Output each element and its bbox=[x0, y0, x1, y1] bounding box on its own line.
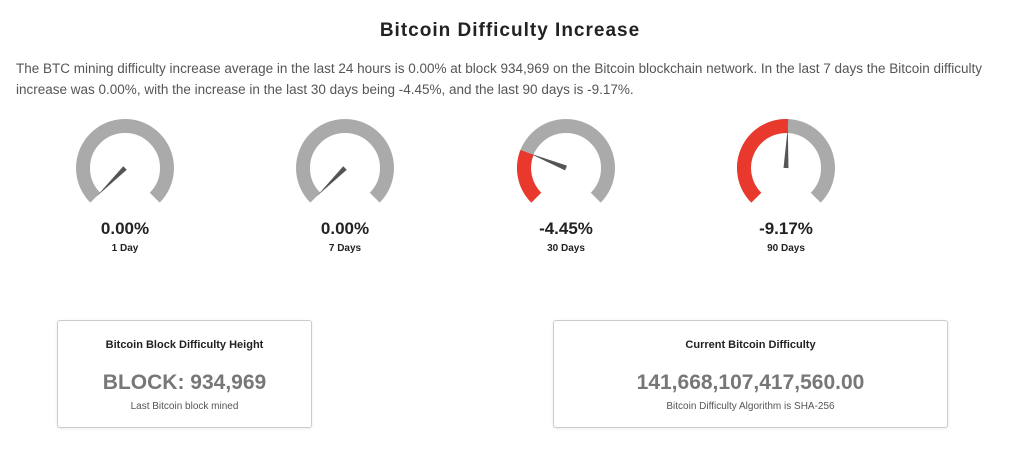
card-value: BLOCK: 934,969 bbox=[102, 371, 267, 394]
card-value: 141,668,107,417,560.00 bbox=[636, 371, 865, 394]
card-title: Bitcoin Block Difficulty Height bbox=[105, 339, 264, 351]
title: Bitcoin Difficulty Increase bbox=[379, 20, 641, 41]
card: Current Bitcoin Difficulty 141,668,107,4… bbox=[553, 320, 948, 428]
gauge-needle bbox=[316, 166, 347, 197]
gauge-period: 30 Days bbox=[547, 243, 585, 254]
gauge-value: 0.00% bbox=[101, 219, 149, 238]
gauge-value: 0.00% bbox=[321, 219, 369, 238]
gauge-fill bbox=[517, 149, 542, 203]
gauge-needle bbox=[528, 153, 567, 171]
gauge-period: 1 Day bbox=[112, 243, 139, 254]
gauge-track bbox=[296, 119, 394, 203]
gauge-value: -9.17% bbox=[759, 219, 813, 238]
gauge-period: 7 Days bbox=[329, 243, 362, 254]
gauge-fill bbox=[737, 119, 789, 203]
card: Bitcoin Block Difficulty Height BLOCK: 9… bbox=[57, 320, 312, 428]
gauge-track bbox=[517, 119, 615, 203]
gauge-needle bbox=[783, 128, 789, 169]
card-caption: Bitcoin Difficulty Algorithm is SHA-256 bbox=[666, 401, 835, 412]
gauge-period: 90 Days bbox=[767, 243, 805, 254]
intro: The BTC mining difficulty increase avera… bbox=[16, 61, 983, 97]
gauge-needle bbox=[96, 166, 127, 197]
gauge-track bbox=[76, 119, 174, 203]
gauge-value: -4.45% bbox=[539, 219, 593, 238]
card-title: Current Bitcoin Difficulty bbox=[685, 339, 816, 351]
gauges: 0.00% 1 Day 0.00% 7 Days -4.45% 30 Days -9.17%… bbox=[76, 119, 835, 254]
card-caption: Last Bitcoin block mined bbox=[130, 401, 239, 412]
